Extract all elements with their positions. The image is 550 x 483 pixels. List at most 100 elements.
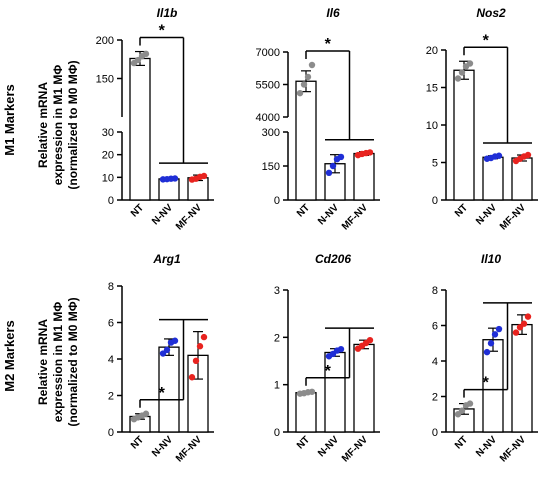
data-point — [308, 388, 316, 395]
x-tick-label: MF-NV — [340, 202, 370, 232]
y-tick-label: 150 — [96, 74, 114, 86]
data-point — [171, 337, 179, 344]
data-point — [300, 81, 308, 88]
data-point — [188, 374, 196, 381]
y-tick-label: 30 — [102, 127, 114, 139]
data-point — [491, 331, 499, 338]
y-tick-label: 300 — [262, 127, 280, 139]
x-tick-label: NT — [295, 434, 312, 451]
y-tick-label: 5500 — [256, 80, 280, 92]
chart-title: Nos2 — [476, 6, 506, 20]
y-tick-label: 2 — [108, 391, 114, 403]
data-point — [308, 61, 316, 69]
y-tick-label: 6 — [432, 321, 438, 333]
y-tick-label: 15 — [426, 83, 438, 95]
bar — [295, 392, 317, 433]
ylabel-m2: Relative mRNA expression in M1 MΦ (norma… — [36, 297, 80, 426]
y-tick-label: 0 — [432, 195, 438, 207]
data-point — [171, 175, 179, 182]
bar — [353, 343, 375, 433]
significance-star: * — [483, 32, 490, 49]
data-point — [466, 400, 474, 407]
data-point — [520, 320, 528, 327]
bar — [453, 69, 475, 201]
y-tick-label: 20 — [426, 45, 438, 57]
x-tick-label: MF-NV — [174, 434, 204, 464]
y-tick-label: 2 — [432, 392, 438, 404]
data-point — [466, 60, 474, 67]
y-tick-label: 0 — [274, 195, 280, 207]
data-point — [458, 69, 466, 76]
y-tick-label: 8 — [108, 281, 114, 293]
y-tick-label: 20 — [102, 150, 114, 162]
data-point — [487, 340, 495, 347]
data-point — [142, 410, 150, 417]
x-tick-label: NT — [129, 202, 146, 219]
significance-star: * — [159, 385, 166, 402]
data-point — [163, 346, 171, 354]
data-point — [329, 162, 337, 170]
y-tick-label: 8 — [432, 285, 438, 297]
data-point — [454, 75, 462, 82]
data-point — [366, 149, 374, 156]
data-point — [524, 151, 532, 159]
bar — [511, 323, 533, 433]
significance-star: * — [325, 363, 332, 380]
ylabel-m2-line1: Relative mRNA — [36, 319, 50, 405]
x-tick-label: N-NV — [316, 434, 341, 459]
bar — [511, 157, 533, 201]
data-point — [192, 357, 200, 365]
data-point — [524, 313, 532, 320]
data-point — [483, 348, 491, 356]
chart-title: Cd206 — [315, 252, 351, 266]
y-tick-label: 2 — [274, 332, 280, 344]
y-tick-label: 0 — [108, 195, 114, 207]
bar — [129, 57, 151, 201]
data-point — [495, 152, 503, 159]
chart-title: Il6 — [326, 6, 340, 20]
x-tick-label: NT — [453, 434, 470, 451]
data-point — [196, 343, 204, 350]
ylabel-m1-line1: Relative mRNA — [36, 82, 50, 168]
x-tick-label: NT — [295, 202, 312, 219]
y-tick-label: 5 — [432, 158, 438, 170]
x-tick-label: N-NV — [150, 434, 175, 459]
y-tick-label: 6 — [108, 318, 114, 330]
y-tick-label: 4000 — [256, 112, 280, 124]
data-point — [296, 89, 304, 97]
y-tick-label: 4 — [432, 356, 438, 368]
y-tick-label: 0 — [274, 427, 280, 439]
y-tick-label: 4 — [108, 354, 114, 366]
bar — [353, 152, 375, 201]
y-tick-label: 3 — [274, 285, 280, 297]
x-tick-label: NT — [129, 434, 146, 451]
data-point — [337, 345, 345, 353]
x-tick-label: MF-NV — [498, 202, 528, 232]
y-tick-label: 0 — [108, 427, 114, 439]
data-point — [495, 325, 503, 333]
y-tick-label: 7000 — [256, 47, 280, 59]
row-label-m2: M2 Markers — [2, 320, 17, 392]
chart-title: Arg1 — [152, 252, 181, 266]
row-label-m1: M1 Markers — [2, 84, 17, 156]
data-point — [200, 333, 208, 341]
data-point — [304, 73, 312, 81]
significance-star: * — [325, 36, 332, 53]
ylabel-m1-line2: expression in M1 MΦ — [51, 65, 65, 186]
ylabel-m1: Relative mRNA expression in M1 MΦ (norma… — [36, 60, 80, 189]
data-point — [337, 153, 345, 161]
data-point — [142, 50, 150, 58]
x-tick-label: NT — [453, 202, 470, 219]
y-tick-label: 150 — [262, 161, 280, 173]
x-tick-label: N-NV — [150, 202, 175, 227]
data-point — [200, 172, 208, 180]
data-point — [458, 407, 466, 414]
